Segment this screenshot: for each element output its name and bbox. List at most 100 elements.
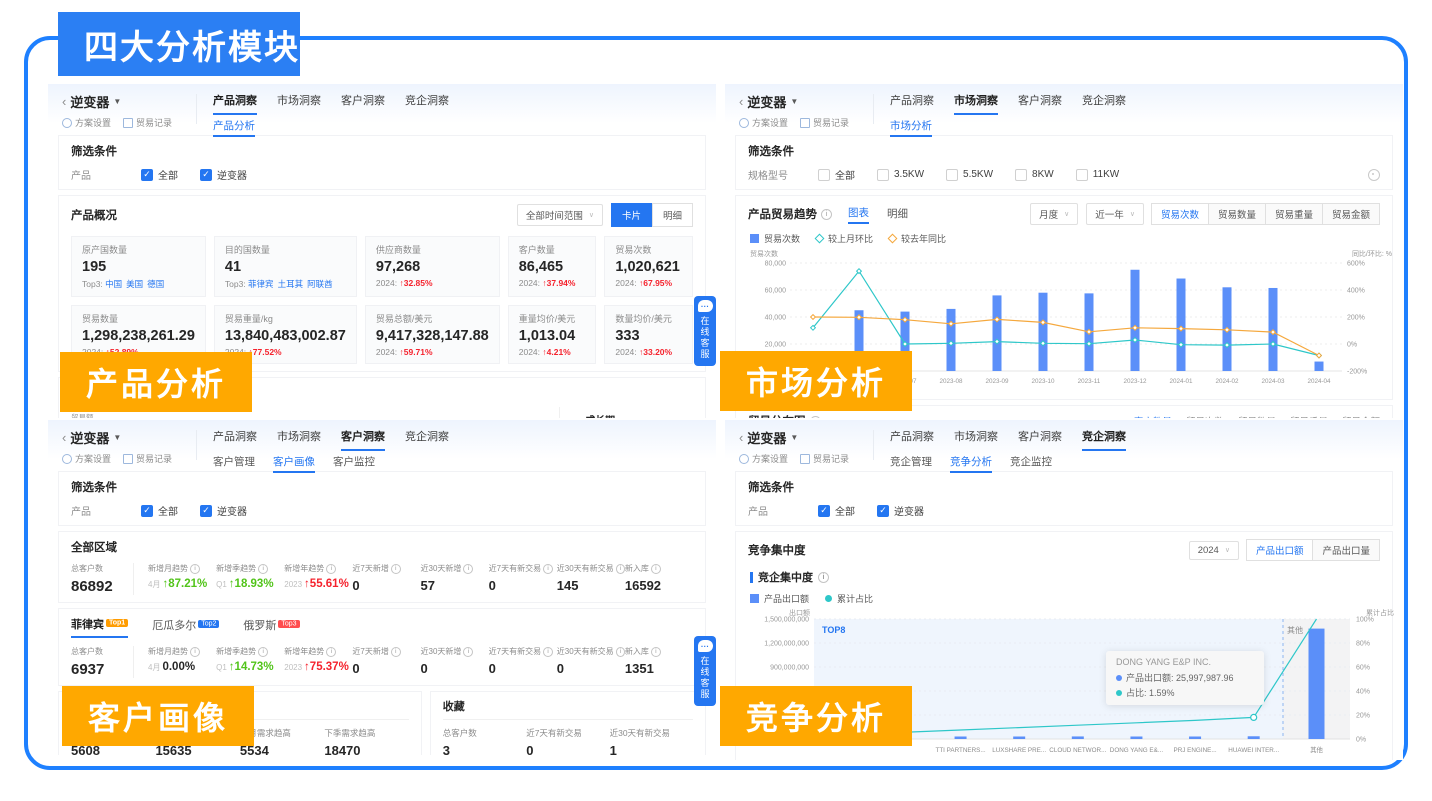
- subtab-1[interactable]: 客户画像: [273, 454, 315, 473]
- metric-button-0[interactable]: 产品出口额: [1245, 539, 1314, 561]
- trade-records-link[interactable]: 贸易记录: [123, 116, 172, 129]
- tab-2[interactable]: 客户洞察: [341, 428, 385, 451]
- metric-button-0[interactable]: 客户数量: [1134, 414, 1172, 418]
- checkbox-全部[interactable]: ✓ 全部: [141, 503, 178, 518]
- period-select[interactable]: 月度 ∨: [1030, 203, 1079, 225]
- export-metric-buttons: 产品出口额 产品出口量: [1245, 539, 1380, 561]
- tab-2[interactable]: 客户洞察: [1018, 95, 1062, 107]
- checkbox-box-icon: [1015, 168, 1028, 181]
- country-tab-1[interactable]: 厄瓜多尔 Top2: [152, 617, 220, 637]
- tab-0[interactable]: 产品洞察: [213, 431, 257, 443]
- tab-chart[interactable]: 图表: [848, 205, 869, 224]
- metric-button-2[interactable]: 贸易重量: [1264, 203, 1323, 225]
- product-selector[interactable]: 逆变器: [70, 431, 110, 446]
- tab-0[interactable]: 产品洞察: [890, 431, 934, 443]
- trend-prefix: 4月: [148, 663, 161, 672]
- checkbox-全部[interactable]: 全部: [818, 167, 855, 182]
- legend-item[interactable]: 累计占比: [825, 592, 873, 605]
- metric-button-2[interactable]: 贸易数量: [1238, 414, 1276, 418]
- metric-button-1[interactable]: 贸易数量: [1207, 203, 1266, 225]
- metric-button-3[interactable]: 贸易金额: [1321, 203, 1380, 225]
- trade-records-link[interactable]: 贸易记录: [123, 452, 172, 465]
- subtab-0[interactable]: 竞企管理: [890, 456, 932, 468]
- stat-card-sub: 2024: ↑37.94%: [519, 278, 586, 288]
- tab-3[interactable]: 竞企洞察: [1082, 95, 1126, 107]
- overview-title: 产品概况: [71, 210, 117, 222]
- country-tab-0[interactable]: 菲律宾 Top1: [71, 616, 129, 638]
- tab-detail[interactable]: 明细: [887, 207, 908, 220]
- subtab-1[interactable]: 竞争分析: [950, 454, 992, 473]
- metric-button-3[interactable]: 贸易重量: [1290, 414, 1328, 418]
- tab-0[interactable]: 产品洞察: [890, 95, 934, 107]
- tab-1[interactable]: 市场洞察: [954, 431, 998, 443]
- checkbox-11KW[interactable]: 11KW: [1075, 167, 1119, 182]
- metric-button-1[interactable]: 贸易次数: [1186, 414, 1224, 418]
- subtab-2[interactable]: 竞企监控: [1010, 456, 1052, 468]
- range-select[interactable]: 近一年 ∨: [1086, 203, 1144, 225]
- back-icon[interactable]: ‹: [62, 93, 67, 109]
- top3-link[interactable]: 菲律宾: [248, 279, 274, 289]
- checkbox-逆变器[interactable]: ✓ 逆变器: [200, 503, 247, 518]
- checkbox-3.5KW[interactable]: 3.5KW: [877, 167, 924, 182]
- year-select[interactable]: 2024 ∨: [1188, 540, 1239, 560]
- product-selector[interactable]: 逆变器: [747, 431, 787, 446]
- checkbox-逆变器[interactable]: ✓ 逆变器: [877, 503, 924, 518]
- svg-text:其他: 其他: [1310, 745, 1323, 754]
- legend-item[interactable]: 较上月环比: [814, 232, 873, 245]
- metric-button-4[interactable]: 贸易金额: [1342, 414, 1380, 418]
- metric-button-1[interactable]: 产品出口量: [1312, 539, 1380, 561]
- tab-2[interactable]: 客户洞察: [341, 95, 385, 107]
- tab-0[interactable]: 产品洞察: [213, 92, 257, 115]
- tab-1[interactable]: 市场洞察: [954, 92, 998, 115]
- checkbox-8KW[interactable]: 8KW: [1015, 167, 1054, 182]
- back-icon[interactable]: ‹: [62, 429, 67, 445]
- divider: [873, 430, 874, 460]
- tab-3[interactable]: 竞企洞察: [405, 431, 449, 443]
- legend-item[interactable]: 产品出口额: [750, 592, 809, 605]
- back-icon[interactable]: ‹: [739, 429, 744, 445]
- product-selector[interactable]: 逆变器: [70, 95, 110, 110]
- scheme-settings-link[interactable]: 方案设置: [62, 452, 111, 465]
- online-service-button[interactable]: ... 在线客服: [694, 636, 716, 706]
- trend-prefix: Q1: [216, 663, 227, 672]
- subtab-0[interactable]: 客户管理: [213, 456, 255, 468]
- trade-records-link[interactable]: 贸易记录: [800, 452, 849, 465]
- top3-link[interactable]: 土耳其: [277, 279, 304, 289]
- subtab-0[interactable]: 市场分析: [890, 118, 932, 137]
- top3-link[interactable]: 阿联酋: [307, 279, 333, 289]
- time-range-select[interactable]: 全部时间范围 ∨: [516, 204, 603, 226]
- card-view-button[interactable]: 卡片: [610, 203, 652, 227]
- label-text: 客户画像: [88, 700, 229, 736]
- checkbox-全部[interactable]: ✓ 全部: [818, 503, 855, 518]
- checkbox-全部[interactable]: ✓ 全部: [141, 167, 178, 182]
- legend-item[interactable]: 较去年同比: [887, 232, 946, 245]
- info-icon: i: [326, 563, 337, 574]
- subtab-2[interactable]: 客户监控: [333, 456, 375, 468]
- tab-2[interactable]: 客户洞察: [1018, 431, 1062, 443]
- legend-swatch-icon: [750, 594, 759, 603]
- product-selector[interactable]: 逆变器: [747, 95, 787, 110]
- country-tab-2[interactable]: 俄罗斯 Top3: [243, 617, 300, 637]
- subtab-0[interactable]: 产品分析: [213, 118, 255, 137]
- top3-link[interactable]: 德国: [147, 279, 165, 289]
- tab-1[interactable]: 市场洞察: [277, 431, 321, 443]
- legend-item[interactable]: 贸易次数: [750, 232, 800, 245]
- online-service-button[interactable]: ... 在线客服: [694, 296, 716, 366]
- lifecycle-stage[interactable]: · 成长期目标产品处于成长期，整体趋势呈快速增长: [570, 407, 693, 418]
- tab-3[interactable]: 竞企洞察: [1082, 428, 1126, 451]
- tab-1[interactable]: 市场洞察: [277, 95, 321, 107]
- top3-link[interactable]: 美国: [126, 279, 144, 289]
- tab-3[interactable]: 竞企洞察: [405, 95, 449, 107]
- detail-view-button[interactable]: 明细: [651, 203, 693, 227]
- top3-link[interactable]: 中国: [105, 279, 123, 289]
- scheme-settings-link[interactable]: 方案设置: [739, 452, 788, 465]
- stat-col: 总客户数 6937: [71, 646, 134, 678]
- back-icon[interactable]: ‹: [739, 93, 744, 109]
- trade-records-link[interactable]: 贸易记录: [800, 116, 849, 129]
- filter-settings-icon[interactable]: [1368, 168, 1380, 181]
- metric-button-0[interactable]: 贸易次数: [1150, 203, 1209, 225]
- checkbox-5.5KW[interactable]: 5.5KW: [946, 167, 993, 182]
- scheme-settings-link[interactable]: 方案设置: [62, 116, 111, 129]
- checkbox-逆变器[interactable]: ✓ 逆变器: [200, 167, 247, 182]
- scheme-settings-link[interactable]: 方案设置: [739, 116, 788, 129]
